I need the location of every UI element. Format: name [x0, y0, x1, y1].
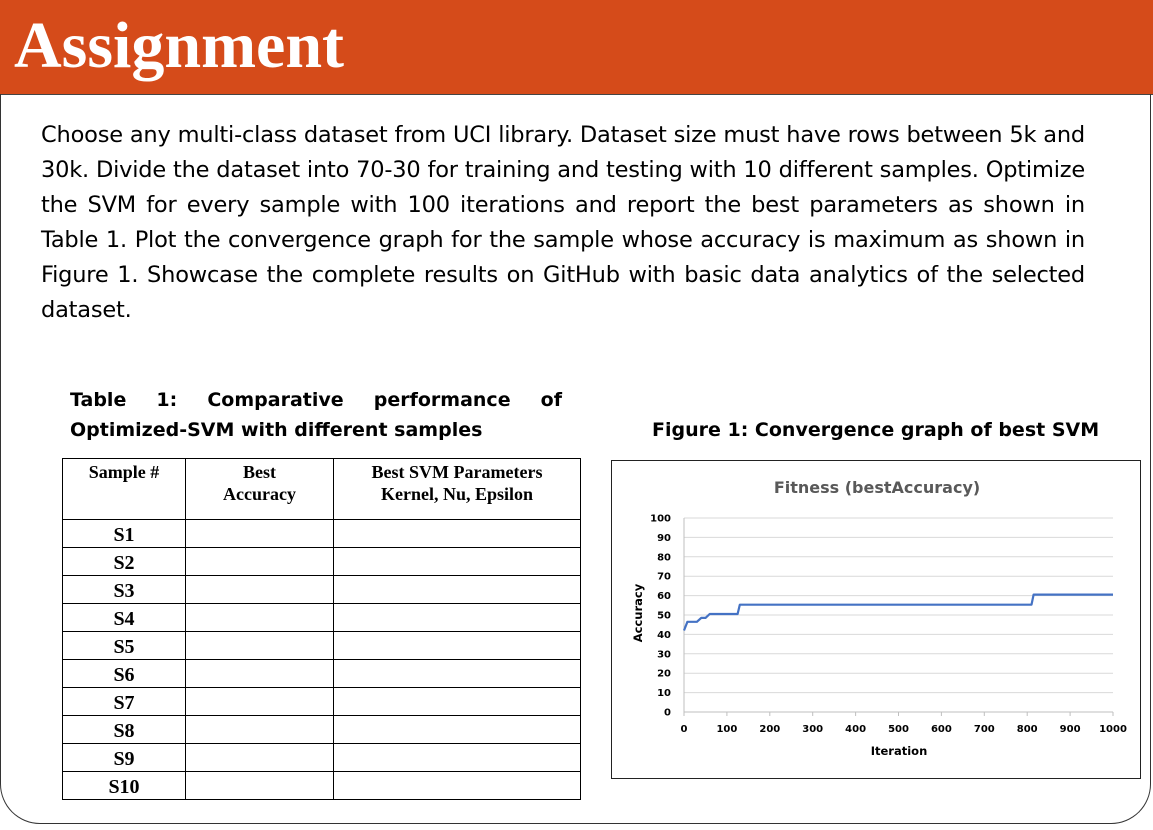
x-tick-label: 900: [1060, 724, 1081, 735]
sample-label: S8: [62, 715, 186, 744]
table-row: S2: [62, 547, 581, 576]
parameters-cell: [333, 631, 581, 660]
x-tick-label: 1000: [1099, 724, 1127, 735]
convergence-chart: 0 10 20 30 40 50 60 70 80 90 100 0 100 200 300 400 500 60…: [611, 460, 1141, 779]
accuracy-cell: [185, 519, 334, 548]
sample-label: S1: [62, 519, 186, 548]
y-tick-label: 40: [657, 630, 671, 641]
accuracy-cell: [185, 575, 334, 604]
y-tick-label: 30: [657, 649, 671, 660]
sample-label: S6: [62, 659, 186, 688]
x-tick-label: 700: [974, 724, 995, 735]
table-row: S5: [62, 631, 581, 660]
table-header-row: Sample # Best Accuracy Best SVM Parameter…: [62, 458, 581, 520]
title-banner: Assignment: [0, 0, 1153, 95]
y-tick-label: 90: [657, 533, 671, 544]
sample-label: S10: [62, 771, 186, 800]
table-caption: Table 1: Comparative performance of Opti…: [70, 389, 562, 441]
accuracy-cell: [185, 715, 334, 744]
table-row: S6: [62, 659, 581, 688]
y-tick-label: 20: [657, 669, 671, 680]
parameters-cell: [333, 519, 581, 548]
accuracy-cell: [185, 771, 334, 800]
header-sample: Sample #: [62, 458, 186, 520]
x-tick-label: 300: [802, 724, 823, 735]
x-tick-label: 0: [681, 724, 688, 735]
x-tick-label: 200: [759, 724, 780, 735]
sample-label: S5: [62, 631, 186, 660]
accuracy-cell: [185, 547, 334, 576]
parameters-cell: [333, 603, 581, 632]
y-tick-label: 0: [664, 708, 671, 719]
parameters-cell: [333, 771, 581, 800]
y-tick-label: 60: [657, 591, 671, 602]
parameters-cell: [333, 575, 581, 604]
assignment-description: Choose any multi-class dataset from UCI …: [41, 122, 1085, 323]
y-tick-label: 80: [657, 552, 671, 563]
chart-title: Fitness (bestAccuracy): [774, 478, 980, 497]
page-title: Assignment: [14, 9, 345, 82]
y-tick-label: 70: [657, 572, 671, 583]
table-row: S8: [62, 715, 581, 744]
y-tick-label: 10: [657, 688, 671, 699]
accuracy-cell: [185, 631, 334, 660]
table-row: S10: [62, 771, 581, 800]
table-row: S3: [62, 575, 581, 604]
table-row: S1: [62, 519, 581, 548]
x-axis-label: Iteration: [871, 744, 928, 758]
parameters-cell: [333, 659, 581, 688]
table-row: S9: [62, 743, 581, 772]
content-frame: [0, 94, 1151, 824]
x-tick-label: 500: [888, 724, 909, 735]
parameters-cell: [333, 715, 581, 744]
sample-label: S4: [62, 603, 186, 632]
parameters-cell: [333, 687, 581, 716]
x-tick-label: 600: [931, 724, 952, 735]
header-best-accuracy: Best Accuracy: [185, 458, 334, 520]
figure-caption: Figure 1: Convergence graph of best SVM: [652, 419, 1100, 441]
y-tick-label: 100: [650, 514, 671, 525]
x-tick-label: 400: [845, 724, 866, 735]
results-table: Sample # Best Accuracy Best SVM Parameter…: [62, 458, 581, 800]
sample-label: S7: [62, 687, 186, 716]
parameters-cell: [333, 743, 581, 772]
sample-label: S2: [62, 547, 186, 576]
x-tick-label: 800: [1017, 724, 1038, 735]
sample-label: S9: [62, 743, 186, 772]
x-tick-label: 100: [716, 724, 737, 735]
table-row: S7: [62, 687, 581, 716]
sample-label: S3: [62, 575, 186, 604]
y-tick-label: 50: [657, 611, 671, 622]
accuracy-cell: [185, 603, 334, 632]
y-axis-label: Accuracy: [631, 583, 645, 642]
accuracy-cell: [185, 743, 334, 772]
accuracy-cell: [185, 659, 334, 688]
accuracy-cell: [185, 687, 334, 716]
parameters-cell: [333, 547, 581, 576]
header-best-parameters: Best SVM Parameters Kernel, Nu, Epsilon: [333, 458, 581, 520]
accuracy-series-line: [682, 593, 1113, 631]
table-row: S4: [62, 603, 581, 632]
